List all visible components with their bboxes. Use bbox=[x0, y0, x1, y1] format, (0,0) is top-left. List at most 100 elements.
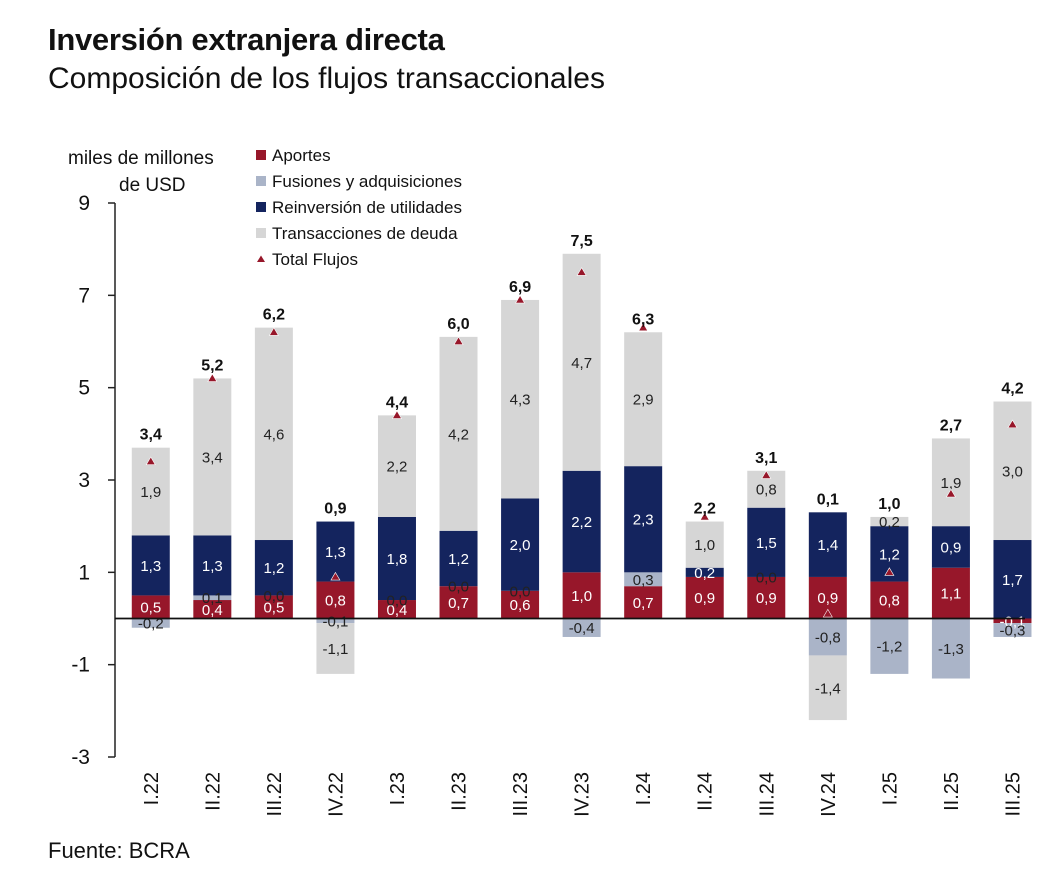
data-label-deuda: 0,2 bbox=[879, 514, 900, 531]
legend-swatch-aportes bbox=[256, 150, 266, 160]
total-flujos-marker bbox=[822, 608, 833, 618]
data-label-aportes: 0,9 bbox=[756, 590, 777, 607]
bar-segment-deuda bbox=[624, 332, 663, 467]
bar-segment-reinversion bbox=[562, 470, 601, 573]
total-flujos-marker bbox=[207, 373, 218, 382]
bar-segment-fusiones bbox=[193, 595, 232, 601]
x-tick-label: I.22 bbox=[141, 772, 163, 805]
legend-label-total: Total Flujos bbox=[272, 250, 358, 269]
bar-segment-aportes bbox=[131, 595, 170, 619]
total-flujos-marker bbox=[945, 488, 956, 498]
data-label-deuda: 3,0 bbox=[1002, 463, 1023, 480]
data-label-aportes: 0,5 bbox=[263, 599, 284, 616]
bar-segment-aportes bbox=[193, 600, 232, 619]
data-label-deuda: 4,2 bbox=[448, 426, 469, 443]
bar-segment-reinversion bbox=[808, 512, 847, 577]
bar-segment-deuda bbox=[808, 655, 847, 721]
bar-segment-aportes bbox=[931, 567, 970, 619]
x-tick-label: II.24 bbox=[695, 772, 717, 811]
x-tick-label: II.23 bbox=[449, 772, 471, 811]
bar-segment-deuda bbox=[439, 336, 478, 531]
y-tick-label: 7 bbox=[78, 284, 90, 307]
total-flujos-marker bbox=[330, 571, 341, 581]
bar-segment-fusiones bbox=[316, 618, 355, 624]
bar-segment-reinversion bbox=[377, 516, 416, 601]
bar-segment-deuda bbox=[377, 415, 416, 517]
data-label-fusiones: -1,2 bbox=[876, 639, 902, 656]
bar-segment-fusiones bbox=[993, 623, 1032, 637]
total-flujos-label: 4,2 bbox=[1001, 381, 1023, 398]
total-flujos-marker bbox=[391, 410, 402, 419]
bar-segment-aportes bbox=[870, 581, 909, 619]
x-tick-label: IV.24 bbox=[818, 772, 840, 817]
legend-swatch-total bbox=[257, 255, 265, 262]
total-flujos-marker bbox=[453, 336, 464, 345]
data-label-fusiones: 0,0 bbox=[756, 569, 777, 586]
legend: Aportes Fusiones y adquisiciones Reinversi… bbox=[256, 146, 462, 269]
data-label-deuda: 4,7 bbox=[571, 355, 592, 372]
legend-label-deuda: Transacciones de deuda bbox=[272, 224, 458, 243]
data-label-deuda: -1,1 bbox=[322, 641, 348, 658]
bar-segment-deuda bbox=[254, 327, 293, 541]
data-label-deuda: -1,4 bbox=[815, 680, 841, 697]
data-label-reinversion: 1,7 bbox=[1002, 572, 1023, 589]
data-label-aportes: 0,5 bbox=[140, 599, 161, 616]
data-label-deuda: 4,6 bbox=[263, 426, 284, 443]
x-tick-label: II.22 bbox=[202, 772, 224, 811]
x-tick-label: II.25 bbox=[941, 772, 963, 811]
data-label-deuda: 1,9 bbox=[140, 484, 161, 501]
data-label-fusiones: 0,0 bbox=[510, 583, 531, 600]
data-label-reinversion: 1,3 bbox=[140, 558, 161, 575]
bar-segment-reinversion bbox=[131, 535, 170, 596]
data-label-deuda: 1,0 bbox=[694, 537, 715, 554]
bar-segment-aportes bbox=[624, 586, 663, 619]
x-tick-label: IV.23 bbox=[572, 772, 594, 817]
legend-swatch-deuda bbox=[256, 228, 266, 238]
legend-swatch-fusiones bbox=[256, 176, 266, 186]
y-tick-label: 1 bbox=[78, 561, 90, 584]
legend-label-aportes: Aportes bbox=[272, 146, 331, 165]
total-flujos-label: 4,4 bbox=[386, 394, 408, 411]
bar-value-labels-layer: 0,5-0,21,31,90,40,11,33,40,50,01,24,60,8… bbox=[138, 355, 1026, 697]
data-label-aportes: 0,6 bbox=[510, 597, 531, 614]
data-label-fusiones: -1,3 bbox=[938, 641, 964, 658]
data-label-reinversion: 0,9 bbox=[940, 539, 961, 556]
data-label-reinversion: 2,2 bbox=[571, 514, 592, 531]
total-flujos-marker bbox=[145, 456, 156, 465]
total-flujos-label: 7,5 bbox=[571, 233, 593, 250]
data-label-aportes: 1,1 bbox=[940, 586, 961, 603]
data-label-fusiones: 0,1 bbox=[202, 590, 223, 607]
data-label-fusiones: 0,0 bbox=[263, 588, 284, 605]
data-label-deuda: 2,9 bbox=[633, 392, 654, 409]
total-flujos-label: 5,2 bbox=[201, 357, 223, 374]
y-tick-label: 9 bbox=[78, 192, 90, 215]
total-flujos-label: 2,2 bbox=[694, 501, 716, 518]
total-flujos-label: 1,0 bbox=[878, 496, 900, 513]
data-label-fusiones: 0,3 bbox=[633, 572, 654, 589]
data-label-fusiones: -0,2 bbox=[138, 616, 164, 633]
bar-segment-reinversion bbox=[316, 521, 355, 582]
bars-layer bbox=[131, 253, 1032, 721]
bar-segment-reinversion bbox=[685, 567, 724, 577]
legend-label-reinversion: Reinversión de utilidades bbox=[272, 198, 462, 217]
y-tick-label: 3 bbox=[78, 469, 90, 492]
data-label-deuda: 0,8 bbox=[756, 482, 777, 499]
total-flujos-marker bbox=[576, 267, 587, 276]
total-flujos-layer: 3,4 5,2 6,2 0,9 4,4 6,0 6,9 7,5 6,3 2,2 3,1 0,1 1,0 2… bbox=[140, 233, 1024, 618]
total-flujos-label: 0,9 bbox=[324, 501, 346, 518]
bar-segment-reinversion bbox=[193, 535, 232, 596]
total-flujos-label: 0,1 bbox=[817, 491, 839, 508]
bar-segment-deuda bbox=[685, 521, 724, 568]
bar-segment-aportes bbox=[501, 590, 540, 619]
data-label-reinversion: 2,0 bbox=[510, 537, 531, 554]
data-label-reinversion: 1,2 bbox=[448, 551, 469, 568]
source-note: Fuente: BCRA bbox=[48, 838, 190, 863]
data-label-aportes: 0,7 bbox=[448, 595, 469, 612]
axes-layer: I.22 II.22 III.22 IV.22 I.23 II.23 III.23 IV.23… bbox=[71, 192, 1025, 817]
bar-segment-deuda bbox=[562, 253, 601, 471]
x-tick-label: III.24 bbox=[756, 772, 778, 816]
total-flujos-label: 6,3 bbox=[632, 311, 654, 328]
data-label-reinversion: 1,3 bbox=[202, 558, 223, 575]
bar-segment-deuda bbox=[501, 299, 540, 499]
data-label-reinversion: 0,2 bbox=[694, 565, 715, 582]
